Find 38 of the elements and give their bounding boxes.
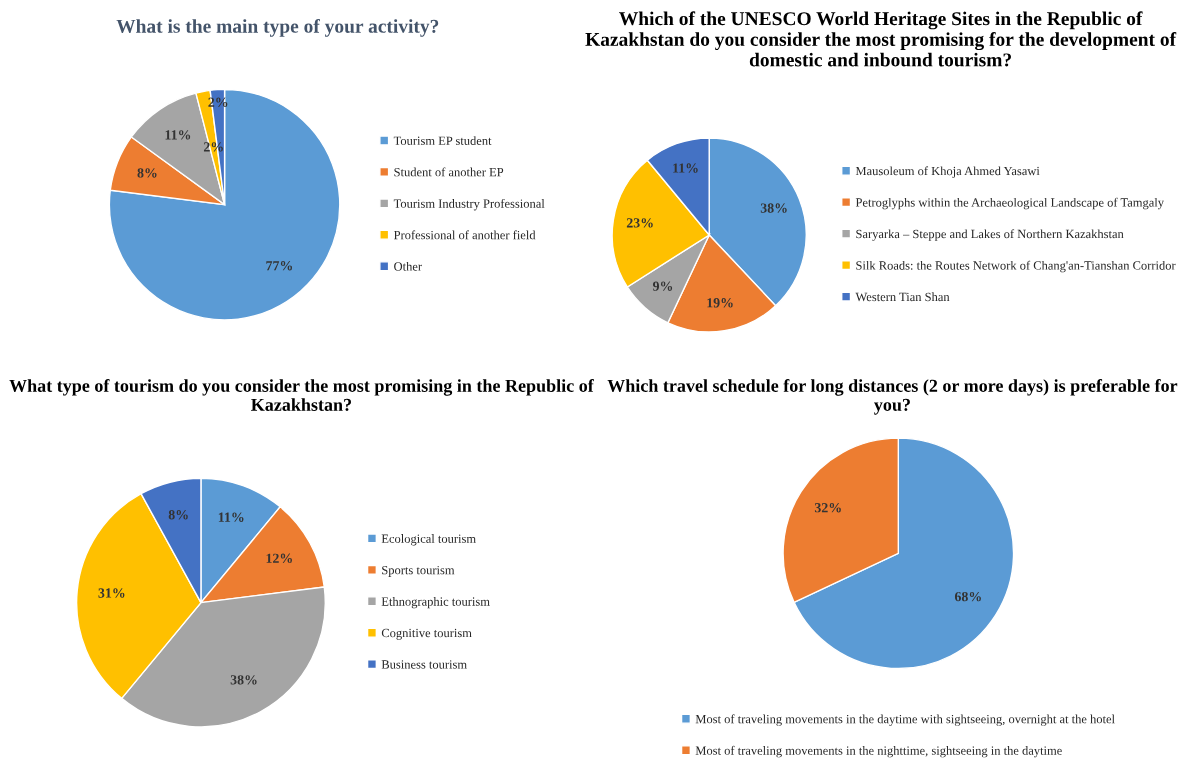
data-label: 8% bbox=[168, 510, 188, 520]
data-label: 11% bbox=[673, 163, 698, 173]
chart-title: What type of tourism do you consider the most promising in the Republic of Kazakhstan? bbox=[9, 379, 594, 411]
legend-label: Mausoleum of Khoja Ahmed Yasawi bbox=[855, 166, 1040, 178]
legend-label: Ethnographic tourism bbox=[381, 596, 490, 609]
legend-label: Most of traveling movements in the nighttime, sightseeing in the daytime bbox=[695, 745, 1062, 758]
legend-label: Tourism EP student bbox=[393, 136, 492, 145]
legend-label: Cognitive tourism bbox=[381, 628, 472, 640]
legend-label: Petroglyphs within the Archaeological Landscape of Tamgaly bbox=[855, 197, 1164, 210]
legend-label: Western Tian Shan bbox=[855, 292, 950, 302]
data-label: 2% bbox=[203, 142, 223, 152]
chart-title: Which of the UNESCO World Heritage Sites in the Republic of Kazakhstan do you consider the most promising for the development of domestic and inbound tourism? bbox=[585, 11, 1177, 67]
legend-label: Saryarka – Steppe and Lakes of Northern Kazakhstan bbox=[856, 229, 1124, 241]
legend-label: Ecological tourism bbox=[381, 534, 476, 546]
legend-label: Business tourism bbox=[381, 660, 467, 669]
data-label: 38% bbox=[760, 203, 787, 213]
data-label: 19% bbox=[707, 298, 733, 308]
data-label: 11% bbox=[218, 512, 244, 522]
legend-label: Most of traveling movements in the daytime with sightseeing, overnight at the hotel bbox=[695, 714, 1115, 726]
data-label: 11% bbox=[165, 130, 191, 140]
data-label: 38% bbox=[230, 675, 257, 685]
pie-slice bbox=[108, 88, 341, 321]
legend-label: Sports tourism bbox=[382, 565, 455, 577]
legend-label: Student of another EP bbox=[394, 167, 504, 177]
chart-title: Which travel schedule for long distances (2 or more days) is preferable for you? bbox=[607, 379, 1178, 415]
data-label: 31% bbox=[98, 588, 125, 598]
chart-title: What is the main type of your activity? bbox=[116, 18, 439, 37]
data-label: 23% bbox=[626, 218, 653, 228]
data-label: 9% bbox=[652, 281, 673, 291]
legend-label: Silk Roads: the Routes Network of Chang'an-Tianshan Corridor bbox=[856, 260, 1176, 273]
data-label: 8% bbox=[137, 168, 157, 178]
data-label: 68% bbox=[954, 591, 981, 602]
data-label: 77% bbox=[266, 260, 293, 271]
legend-label: Professional of another field bbox=[393, 230, 536, 240]
data-label: 12% bbox=[266, 553, 292, 564]
data-label: 32% bbox=[814, 502, 841, 513]
legend-label: Tourism Industry Professional bbox=[393, 198, 545, 211]
legend-label: Other bbox=[394, 261, 422, 271]
